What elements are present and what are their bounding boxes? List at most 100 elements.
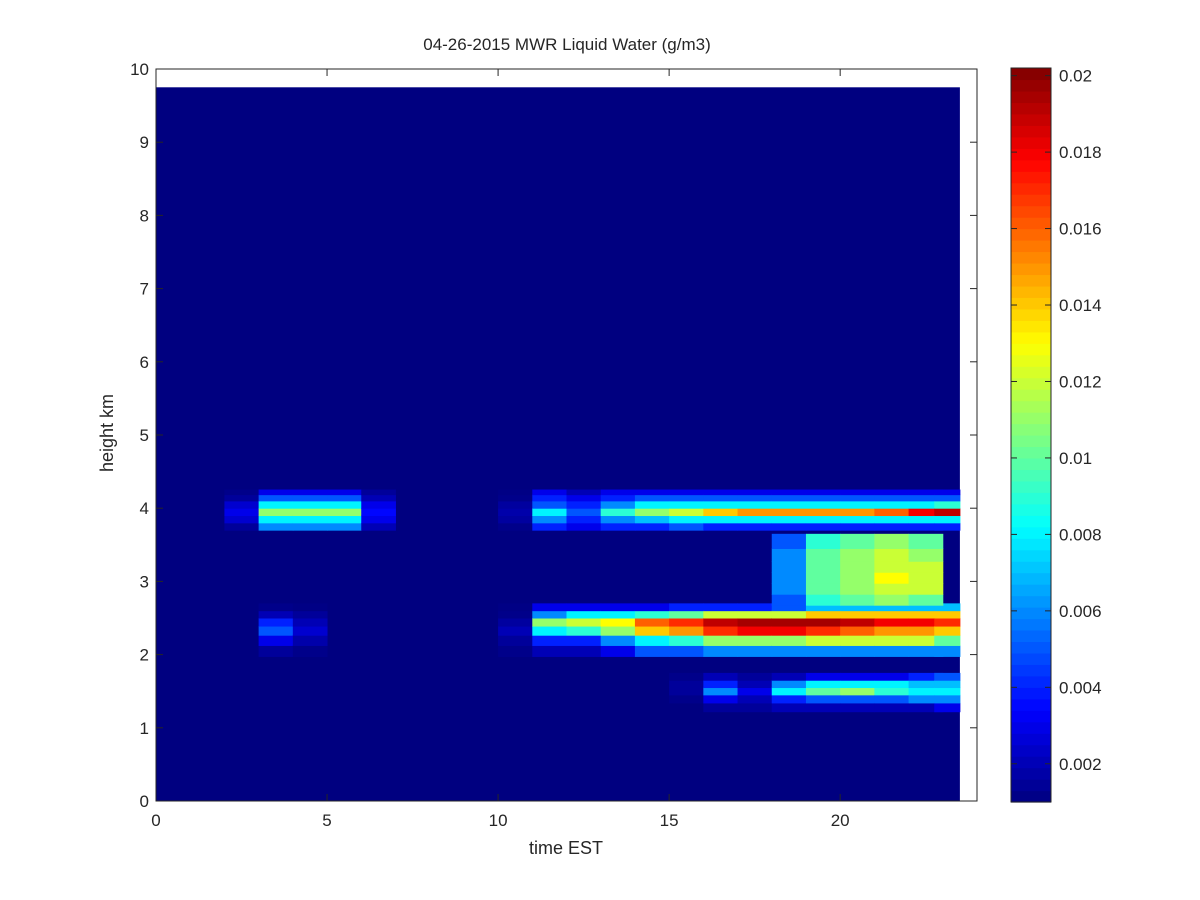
colorbar-swatch bbox=[1011, 285, 1051, 298]
heatmap-cell bbox=[908, 694, 944, 704]
heatmap-cell bbox=[771, 508, 807, 517]
heatmap-cell bbox=[703, 610, 739, 619]
heatmap-cell bbox=[908, 626, 944, 636]
heatmap-cell bbox=[292, 522, 328, 531]
colorbar-ticks: 0.002 0.004 0.006 0.008 0.01 0.012 0.014 0.016 0… bbox=[1011, 67, 1102, 774]
heatmap-cell bbox=[840, 618, 875, 627]
heatmap-cell bbox=[361, 500, 396, 509]
heatmap-cell bbox=[600, 515, 636, 524]
heatmap-cell bbox=[805, 694, 841, 704]
heatmap-cell bbox=[874, 672, 910, 681]
heatmap-cell bbox=[361, 508, 396, 517]
heatmap-cell bbox=[874, 533, 910, 549]
heatmap-cell bbox=[908, 494, 944, 502]
colorbar-swatch bbox=[1011, 457, 1051, 471]
colorbar-swatch bbox=[1011, 79, 1051, 92]
heatmap-cell bbox=[566, 515, 602, 524]
heatmap-cell bbox=[805, 618, 841, 627]
colorbar-swatch bbox=[1011, 136, 1051, 149]
heatmap-cell bbox=[532, 635, 567, 646]
heatmap-cell bbox=[934, 610, 961, 619]
heatmap-cell bbox=[908, 603, 944, 612]
heatmap-cell bbox=[934, 515, 961, 524]
colorbar-swatch bbox=[1011, 480, 1051, 493]
heatmap-cell bbox=[737, 610, 773, 619]
colorbar-swatch bbox=[1011, 641, 1051, 654]
heatmap-cell bbox=[874, 508, 910, 517]
heatmap-cell bbox=[908, 515, 944, 524]
heatmap-cell bbox=[669, 603, 704, 612]
colorbar-swatch bbox=[1011, 217, 1051, 230]
heatmap-cell bbox=[498, 494, 533, 502]
colorbar-swatch bbox=[1011, 205, 1051, 218]
heatmap-cell bbox=[737, 687, 773, 696]
heatmap-cell bbox=[258, 645, 294, 657]
heatmap-cell bbox=[600, 494, 636, 502]
colorbar-swatch bbox=[1011, 549, 1051, 562]
heatmap-cell bbox=[874, 702, 910, 713]
heatmap-cell bbox=[634, 522, 670, 531]
heatmap-cell bbox=[874, 489, 910, 496]
heatmap-cell bbox=[840, 610, 875, 619]
colorbar-swatch bbox=[1011, 389, 1051, 402]
colorbar-swatch bbox=[1011, 572, 1051, 585]
heatmap-cell bbox=[498, 489, 533, 496]
heatmap-cell bbox=[258, 603, 294, 612]
heatmap-cell bbox=[737, 680, 773, 689]
heatmap-cell bbox=[327, 500, 362, 509]
heatmap-cell bbox=[771, 515, 807, 524]
heatmap-cell bbox=[292, 635, 328, 646]
heatmap-cell bbox=[934, 672, 961, 681]
heatmap-cell bbox=[840, 626, 875, 636]
heatmap-cell bbox=[805, 645, 841, 657]
heatmap-cell bbox=[840, 603, 875, 612]
colorbar-tick-label: 0.006 bbox=[1059, 602, 1102, 621]
heatmap-cell bbox=[600, 635, 636, 646]
heatmap-cell bbox=[908, 635, 944, 646]
heatmap-cell bbox=[669, 618, 704, 627]
colorbar-swatch bbox=[1011, 343, 1051, 356]
colorbar-swatch bbox=[1011, 274, 1051, 287]
heatmap-cell bbox=[908, 533, 944, 549]
heatmap-cell bbox=[634, 610, 670, 619]
heatmap-cell bbox=[771, 533, 807, 549]
heatmap-cell bbox=[703, 618, 739, 627]
heatmap-cell bbox=[908, 548, 944, 562]
y-tick-label: 8 bbox=[140, 206, 149, 225]
colorbar-swatch bbox=[1011, 159, 1051, 172]
colorbar-swatch bbox=[1011, 756, 1051, 769]
heatmap-cell bbox=[874, 500, 910, 509]
heatmap-cell bbox=[600, 489, 636, 496]
heatmap-cell bbox=[805, 610, 841, 619]
heatmap-cell bbox=[934, 494, 961, 502]
heatmap-cell bbox=[600, 508, 636, 517]
heatmap-cell bbox=[532, 489, 567, 496]
heatmap-cell bbox=[771, 645, 807, 657]
heatmap-cell bbox=[805, 572, 841, 584]
heatmap-cell bbox=[600, 618, 636, 627]
y-tick-label: 2 bbox=[140, 646, 149, 665]
colorbar-tick-label: 0.01 bbox=[1059, 449, 1092, 468]
heatmap-cell bbox=[532, 522, 567, 531]
x-tick-label: 5 bbox=[322, 811, 331, 830]
colorbar-swatch bbox=[1011, 435, 1051, 448]
heatmap-cell bbox=[669, 500, 704, 509]
heatmap-cell bbox=[703, 508, 739, 517]
heatmap-cell bbox=[224, 515, 260, 524]
heatmap-cell bbox=[840, 522, 875, 531]
colorbar-swatch bbox=[1011, 584, 1051, 597]
heatmap-cell bbox=[566, 635, 602, 646]
heatmap-cell bbox=[669, 635, 704, 646]
heatmap-cell bbox=[805, 522, 841, 531]
colorbar-swatch bbox=[1011, 194, 1051, 207]
colorbar-swatch bbox=[1011, 492, 1051, 505]
heatmap-cell bbox=[498, 610, 533, 619]
colorbar-swatch bbox=[1011, 102, 1051, 115]
y-tick-label: 5 bbox=[140, 426, 149, 445]
colorbar-swatch bbox=[1011, 710, 1051, 723]
heatmap-cell bbox=[498, 635, 533, 646]
heatmap-cell bbox=[532, 610, 567, 619]
heatmap-cell bbox=[805, 533, 841, 549]
heatmap-cell bbox=[874, 603, 910, 612]
heatmap-cell bbox=[771, 626, 807, 636]
